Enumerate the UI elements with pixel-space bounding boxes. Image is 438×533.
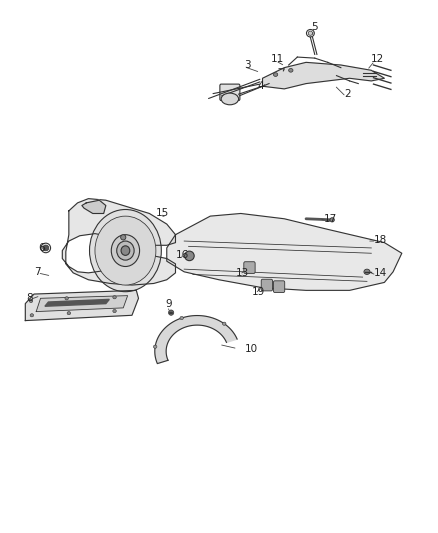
Ellipse shape — [30, 314, 34, 317]
Text: 10: 10 — [245, 344, 258, 354]
Ellipse shape — [117, 241, 134, 260]
Ellipse shape — [289, 68, 293, 72]
Ellipse shape — [330, 217, 334, 222]
Ellipse shape — [153, 345, 157, 348]
Ellipse shape — [29, 300, 33, 303]
Text: 11: 11 — [271, 54, 284, 63]
Ellipse shape — [95, 216, 156, 285]
Polygon shape — [45, 300, 110, 306]
Text: 16: 16 — [175, 250, 189, 260]
FancyBboxPatch shape — [273, 281, 285, 293]
Ellipse shape — [121, 246, 130, 255]
Text: 7: 7 — [34, 267, 40, 277]
Text: 2: 2 — [344, 89, 351, 99]
Text: 19: 19 — [251, 287, 265, 297]
Text: 17: 17 — [323, 214, 337, 224]
Text: 5: 5 — [311, 22, 318, 32]
Ellipse shape — [273, 72, 278, 76]
Ellipse shape — [185, 251, 194, 261]
Text: 8: 8 — [26, 293, 33, 303]
Polygon shape — [62, 199, 176, 285]
Ellipse shape — [169, 310, 174, 316]
FancyBboxPatch shape — [220, 84, 240, 101]
FancyBboxPatch shape — [244, 262, 255, 273]
Ellipse shape — [113, 296, 116, 299]
Ellipse shape — [89, 209, 161, 292]
Ellipse shape — [180, 317, 184, 320]
Polygon shape — [25, 290, 138, 320]
Ellipse shape — [221, 86, 239, 99]
Polygon shape — [82, 200, 106, 214]
Ellipse shape — [221, 93, 239, 105]
Ellipse shape — [308, 31, 313, 35]
Ellipse shape — [113, 310, 116, 313]
Polygon shape — [167, 214, 402, 290]
Text: 6: 6 — [38, 243, 45, 253]
Text: 4: 4 — [257, 81, 264, 91]
Ellipse shape — [120, 235, 126, 240]
Ellipse shape — [223, 322, 226, 325]
Text: 9: 9 — [166, 298, 172, 309]
Polygon shape — [155, 316, 237, 364]
Polygon shape — [262, 62, 385, 89]
Ellipse shape — [111, 235, 140, 266]
Text: 18: 18 — [374, 235, 387, 245]
Text: 14: 14 — [374, 269, 387, 278]
Text: 3: 3 — [244, 60, 251, 70]
Ellipse shape — [364, 269, 370, 274]
FancyBboxPatch shape — [261, 279, 272, 291]
Ellipse shape — [67, 312, 71, 315]
Ellipse shape — [43, 245, 49, 251]
Ellipse shape — [65, 297, 68, 300]
Text: 12: 12 — [371, 54, 385, 63]
Text: 15: 15 — [156, 208, 169, 219]
Text: 13: 13 — [237, 269, 250, 278]
Polygon shape — [36, 296, 127, 312]
